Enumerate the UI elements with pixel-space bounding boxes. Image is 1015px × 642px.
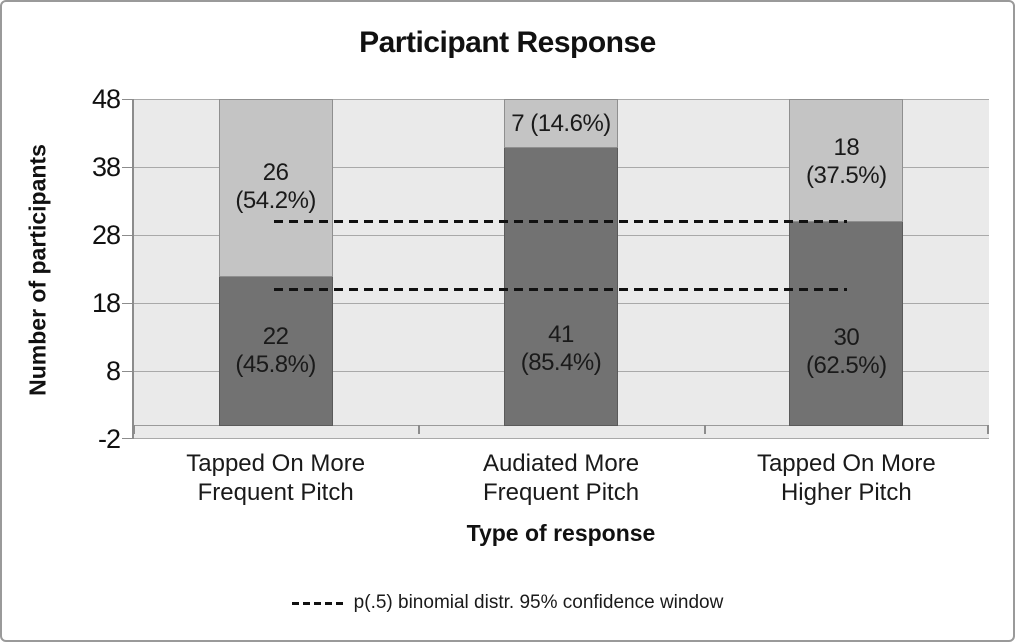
bar-value-label-line: (37.5%)	[806, 161, 887, 189]
category-label: Tapped On More Frequent Pitch	[126, 449, 426, 507]
bar-value-label: 22 (45.8%)	[235, 323, 316, 379]
bar-value-label-line: 26	[262, 159, 289, 187]
bar-segment-light-segment	[504, 99, 618, 148]
y-tick-label: -2	[97, 424, 121, 454]
category-axis-tick	[987, 425, 989, 435]
bar-value-label-line: (45.8%)	[235, 350, 316, 378]
legend-label: p(.5) binomial distr. 95% confidence win…	[353, 592, 724, 613]
legend: p(.5) binomial distr. 95% confidence win…	[2, 592, 1013, 614]
bar-value-label-line: 22	[262, 322, 289, 350]
category-label: Audiated More Frequent Pitch	[411, 449, 711, 507]
bar-segment-light-segment	[789, 99, 904, 223]
category-label-line: Frequent Pitch	[197, 479, 354, 506]
plot-area: 22 (45.8%) 26 (54.2%) 41 (85.4%) 7 (14.6%) 30 (6…	[132, 99, 989, 439]
category-label-line: Frequent Pitch	[482, 479, 640, 506]
y-axis-line	[132, 99, 134, 439]
dashed-line-icon	[291, 601, 346, 605]
bar-value-label-line: 18	[833, 133, 860, 161]
y-axis-tick	[122, 303, 132, 304]
y-axis-tick	[122, 167, 132, 168]
y-axis-title: Number of participants	[24, 144, 51, 396]
bar-value-label: 18 (37.5%)	[806, 134, 887, 190]
category-label-line: Audiated More	[482, 450, 640, 477]
chart-title: Participant Response	[359, 26, 656, 59]
category-label-line: Tapped On More	[756, 450, 936, 477]
x-axis-title: Type of response	[466, 520, 656, 546]
y-axis-tick	[122, 438, 132, 439]
confidence-window-line	[274, 288, 847, 292]
bar-segment-dark-segment	[504, 146, 618, 427]
bar-value-label-line: 41	[548, 320, 574, 348]
bar-segment-dark-segment	[789, 221, 904, 427]
y-axis-tick	[122, 371, 132, 372]
category-label-line: Higher Pitch	[780, 479, 912, 506]
y-tick-label: 38	[91, 152, 121, 182]
y-axis-tick	[122, 99, 132, 100]
bar-value-label-line: 30	[833, 323, 860, 351]
confidence-window-line	[274, 220, 847, 224]
bar-value-label: 7 (14.6%)	[511, 110, 611, 138]
category-label: Tapped On More Higher Pitch	[696, 449, 996, 507]
bar-value-label: 41 (85.4%)	[521, 321, 602, 377]
bar-segment-light-segment	[218, 99, 333, 277]
bar-value-label-line: 7 (14.6%)	[511, 110, 611, 138]
gridline	[133, 438, 989, 439]
category-axis-tick	[418, 425, 421, 435]
bar-value-label-line: (54.2%)	[235, 187, 316, 215]
y-axis-tick	[122, 235, 132, 236]
y-tick-label: 18	[91, 288, 121, 318]
y-tick-label: 48	[91, 84, 121, 114]
category-axis-tick	[703, 425, 706, 435]
bar-value-label: 26 (54.2%)	[235, 159, 316, 215]
bar-value-label: 30 (62.5%)	[806, 324, 887, 380]
y-tick-label: 8	[105, 356, 121, 386]
category-label-line: Tapped On More	[186, 450, 366, 477]
bar-value-label-line: (62.5%)	[806, 351, 887, 379]
category-axis-tick	[133, 425, 135, 435]
bar-value-label-line: (85.4%)	[520, 348, 602, 376]
y-tick-label: 28	[91, 220, 121, 250]
